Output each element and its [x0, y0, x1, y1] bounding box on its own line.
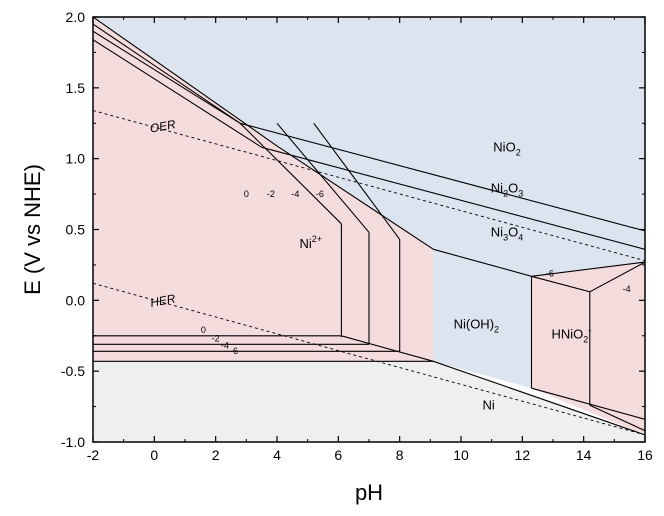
boundary-line-4 — [93, 23, 241, 124]
concentration-label-3: -6 — [316, 189, 324, 199]
boundary-line-18 — [341, 335, 434, 362]
boundary-line-9 — [239, 122, 342, 225]
x-tick-label: 2 — [212, 447, 220, 463]
x-tick-label: 0 — [150, 447, 158, 463]
y-tick-label: 1.0 — [66, 151, 86, 167]
region-pink-4 — [531, 262, 645, 435]
x-axis: -2 0 2 4 6 8 10 12 14 16 — [87, 17, 653, 463]
region-blue-1 — [433, 249, 532, 389]
concentration-label-1: -2 — [267, 189, 275, 199]
region-pink-3 — [93, 17, 434, 362]
concentration-label-7: -6 — [230, 346, 238, 356]
concentration-label-2: -4 — [291, 189, 299, 199]
species-label-0: NiO2 — [493, 140, 520, 158]
concentration-label-4: 0 — [201, 325, 206, 335]
boundary-line-21 — [531, 387, 645, 420]
y-tick-label: -1.0 — [61, 434, 85, 450]
boundary-line-5 — [93, 30, 241, 124]
concentration-label-5: -2 — [212, 333, 220, 343]
region-blue-0 — [93, 17, 645, 277]
species-label-6: Ni — [482, 397, 494, 412]
boundary-line-7 — [240, 122, 645, 232]
region-gray-2 — [93, 361, 645, 442]
y-axis: -1.0 -0.5 0.0 0.5 1.0 1.5 2.0 — [61, 9, 645, 450]
species-label-3: Ni2+ — [299, 234, 322, 251]
boundary-line-23 — [93, 110, 645, 262]
plot-area — [93, 17, 645, 442]
concentration-label-9: -4 — [623, 284, 631, 294]
x-tick-label: 4 — [273, 447, 281, 463]
x-axis-title: pH — [355, 480, 383, 505]
y-axis-title: E (V vs NHE) — [20, 164, 45, 295]
x-tick-label: 12 — [515, 447, 531, 463]
species-label-2: Ni3O4 — [491, 225, 523, 243]
x-tick-label: 8 — [396, 447, 404, 463]
y-tick-label: 0.0 — [66, 292, 86, 308]
y-tick-label: 1.5 — [66, 80, 86, 96]
x-tick-label: 14 — [576, 447, 592, 463]
boundary-line-10 — [276, 122, 370, 233]
x-tick-label: 16 — [637, 447, 653, 463]
y-tick-label: -0.5 — [61, 363, 85, 379]
species-label-7: OER — [149, 117, 178, 136]
species-label-4: Ni(OH)2 — [454, 317, 499, 335]
boundary-line-22 — [589, 404, 645, 432]
species-label-5: HNiO2- — [552, 326, 592, 345]
boundary-line-8 — [261, 146, 645, 250]
y-tick-label: 0.5 — [66, 222, 86, 238]
concentration-label-6: -4 — [221, 341, 229, 351]
boundary-line-6 — [93, 39, 262, 148]
y-tick-label: 2.0 — [66, 9, 86, 25]
concentration-label-0: 0 — [244, 189, 249, 199]
x-tick-label: -2 — [87, 447, 100, 463]
species-label-8: HER — [149, 291, 177, 310]
x-tick-label: 10 — [453, 447, 469, 463]
boundary-line-11 — [313, 122, 401, 240]
species-label-1: Ni2O3 — [491, 181, 523, 199]
x-tick-label: 6 — [334, 447, 342, 463]
concentration-label-8: -6 — [546, 268, 554, 278]
